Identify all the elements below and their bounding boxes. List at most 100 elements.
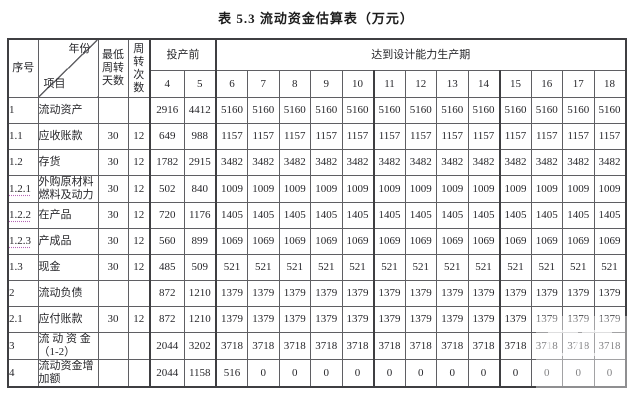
value-cell: 1379	[372, 280, 406, 307]
value-cell: 521	[467, 254, 500, 281]
value-cell: 521	[247, 254, 280, 281]
value-cell: 521	[215, 254, 248, 281]
days-cell: 30	[97, 202, 129, 229]
value-cell: 3482	[593, 149, 627, 176]
item-cell: 流动资产	[37, 97, 99, 124]
value-cell: 1379	[593, 306, 627, 333]
value-cell: 3718	[498, 332, 532, 360]
value-cell: 840	[183, 175, 217, 203]
days-cell	[97, 280, 129, 307]
value-cell: 521	[530, 254, 563, 281]
item-corner-label: 项目	[43, 78, 66, 90]
value-cell: 521	[310, 254, 343, 281]
value-cell: 3482	[467, 149, 500, 176]
value-cell: 3482	[372, 149, 406, 176]
value-cell: 3718	[467, 332, 500, 360]
value-cell: 1069	[310, 228, 343, 255]
value-cell: 1405	[310, 202, 343, 229]
value-cell: 3718	[310, 332, 343, 360]
value-cell: 872	[149, 306, 185, 333]
item-cell: 流动资金增 加额	[37, 359, 99, 388]
value-cell: 1405	[278, 202, 311, 229]
value-cell: 3482	[404, 149, 437, 176]
page-title: 表 5.3 流动资金估算表（万元）	[218, 11, 414, 26]
serial-cell: 2.1	[7, 306, 39, 333]
table-row: 1.2 存货 30 12 1782 2915 3482 3482 3482 3482 3482 348…	[7, 149, 627, 176]
value-cell: 4412	[183, 97, 217, 124]
value-cell: 521	[372, 254, 406, 281]
value-cell: 0	[498, 359, 532, 388]
days-cell: 30	[97, 123, 129, 150]
value-cell: 521	[436, 254, 469, 281]
value-cell: 1157	[278, 123, 311, 150]
item-cell: 应付账款	[37, 306, 99, 333]
value-cell: 1379	[530, 306, 563, 333]
serial-cell: 1.1	[7, 123, 39, 150]
col-header-seq: 序号	[7, 38, 39, 98]
header-row-groups: 序号 年份 项目 最低周转天数 周转次数 投产前 达到设计能力生产期	[7, 38, 627, 98]
value-cell: 1009	[593, 175, 627, 203]
value-cell: 0	[247, 359, 280, 388]
value-cell: 509	[183, 254, 217, 281]
value-cell: 1069	[247, 228, 280, 255]
value-cell: 0	[341, 359, 374, 388]
value-cell: 5160	[247, 97, 280, 124]
value-cell: 0	[372, 359, 406, 388]
value-cell: 1009	[247, 175, 280, 203]
value-cell: 1069	[372, 228, 406, 255]
value-cell: 3718	[562, 332, 595, 360]
col-header-capacity-period: 达到设计能力生产期	[215, 38, 627, 71]
year-col-header: 17	[562, 70, 595, 98]
value-cell: 5160	[404, 97, 437, 124]
table-row: 1.3 现金 30 12 485 509 521 521 521 521 521 521 521 521 5…	[7, 254, 627, 281]
value-cell: 3718	[593, 332, 627, 360]
value-cell: 0	[436, 359, 469, 388]
value-cell: 1157	[530, 123, 563, 150]
item-cell: 现金	[37, 254, 99, 281]
value-cell: 1009	[341, 175, 374, 203]
col-header-pre-production: 投产前	[149, 38, 217, 71]
value-cell: 0	[310, 359, 343, 388]
value-cell: 720	[149, 202, 185, 229]
value-cell: 5160	[372, 97, 406, 124]
value-cell: 3202	[183, 332, 217, 360]
value-cell: 1405	[467, 202, 500, 229]
year-col-header: 5	[183, 70, 217, 98]
value-cell: 1405	[562, 202, 595, 229]
value-cell: 1210	[183, 280, 217, 307]
value-cell: 1069	[404, 228, 437, 255]
value-cell: 521	[341, 254, 374, 281]
value-cell: 1009	[215, 175, 248, 203]
serial-cell: 1.3	[7, 254, 39, 281]
value-cell: 1782	[149, 149, 185, 176]
value-cell: 560	[149, 228, 185, 255]
value-cell: 1009	[436, 175, 469, 203]
year-col-header: 14	[467, 70, 500, 98]
value-cell: 3482	[247, 149, 280, 176]
value-cell: 3718	[404, 332, 437, 360]
value-cell: 3482	[562, 149, 595, 176]
value-cell: 0	[593, 359, 627, 388]
value-cell: 1176	[183, 202, 217, 229]
times-cell	[127, 280, 151, 307]
value-cell: 1379	[562, 280, 595, 307]
value-cell: 1379	[247, 280, 280, 307]
value-cell: 0	[562, 359, 595, 388]
item-cell: 流 动 资 金 （1-2）	[37, 332, 99, 360]
value-cell: 3482	[310, 149, 343, 176]
value-cell: 1210	[183, 306, 217, 333]
value-cell: 1157	[467, 123, 500, 150]
value-cell: 1379	[467, 306, 500, 333]
value-cell: 1157	[498, 123, 532, 150]
serial-cell: 4	[7, 359, 39, 388]
value-cell: 1405	[404, 202, 437, 229]
year-col-header: 7	[247, 70, 280, 98]
days-cell: 30	[97, 149, 129, 176]
value-cell: 516	[215, 359, 248, 388]
year-col-header: 10	[341, 70, 374, 98]
item-cell: 产成品	[37, 228, 99, 255]
year-corner-label: 年份	[68, 43, 91, 55]
value-cell: 649	[149, 123, 185, 150]
year-col-header: 13	[436, 70, 469, 98]
serial-cell: 1	[7, 97, 39, 124]
